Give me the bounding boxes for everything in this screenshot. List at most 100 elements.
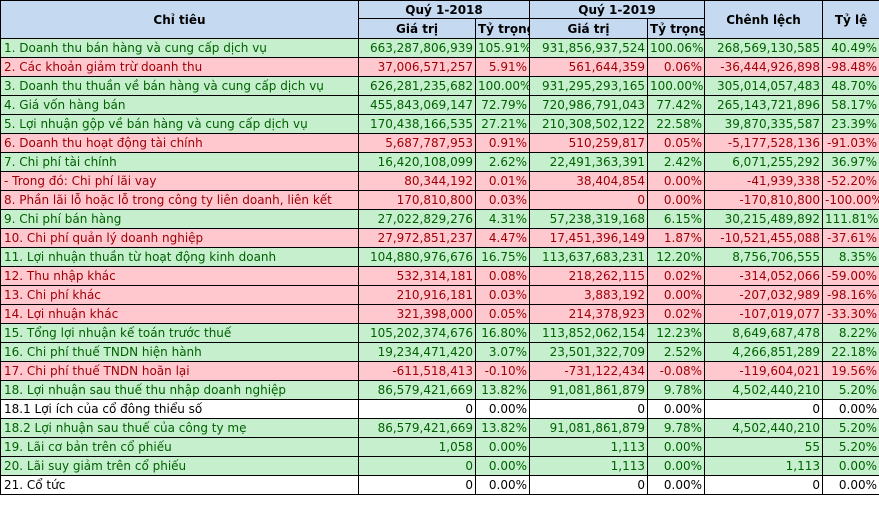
table-body: 1. Doanh thu bán hàng và cung cấp dịch v…	[0, 38, 879, 495]
table-row: 12. Thu nhập khác 532,314,181 0.08% 218,262…	[0, 266, 879, 286]
share-2018: 100.00%	[474, 76, 531, 96]
value-2018: 37,006,571,257	[358, 57, 476, 77]
share-2018: 0.00%	[474, 399, 531, 419]
value-2019: 1,113	[529, 437, 649, 457]
difference: 55	[704, 437, 824, 457]
value-2018: 104,880,976,676	[358, 247, 476, 267]
difference: 4,502,440,210	[704, 380, 824, 400]
value-2018: 1,058	[358, 437, 476, 457]
table-row: 2. Các khoản giảm trừ doanh thu 37,006,57…	[0, 57, 879, 77]
table-row: 16. Chi phí thuế TNDN hiện hành 19,234,47…	[0, 342, 879, 362]
row-label: - Trong đó: Chi phí lãi vay	[0, 171, 359, 191]
share-2018: 16.75%	[474, 247, 531, 267]
value-2018: 170,438,166,535	[358, 114, 476, 134]
value-2019: 720,986,791,043	[529, 95, 649, 115]
ratio: -100.00%	[822, 190, 879, 210]
row-label: 2. Các khoản giảm trừ doanh thu	[0, 57, 359, 77]
share-2018: 4.31%	[474, 209, 531, 229]
share-2019: -0.08%	[647, 361, 706, 381]
table-row: 21. Cổ tức 0 0.00% 0 0.00% 0 0.00%	[0, 475, 879, 495]
row-label: 7. Chi phí tài chính	[0, 152, 359, 172]
value-2018: 0	[358, 456, 476, 476]
row-label: 11. Lợi nhuận thuần từ hoạt động kinh do…	[0, 247, 359, 267]
value-2019: 38,404,854	[529, 171, 649, 191]
share-2019: 0.00%	[647, 475, 706, 495]
table-row: 1. Doanh thu bán hàng và cung cấp dịch v…	[0, 38, 879, 58]
value-2018: 16,420,108,099	[358, 152, 476, 172]
share-2018: 0.00%	[474, 437, 531, 457]
table-row: 15. Tổng lợi nhuận kế toán trước thuế 105…	[0, 323, 879, 343]
table-row: 9. Chi phí bán hàng 27,022,829,276 4.31% 57…	[0, 209, 879, 229]
value-2018: 27,972,851,237	[358, 228, 476, 248]
ratio: -91.03%	[822, 133, 879, 153]
ratio: 58.17%	[822, 95, 879, 115]
share-2019: 100.00%	[647, 76, 706, 96]
table-row: 18.1 Lợi ích của cổ đông thiểu số 0 0.00% 0…	[0, 399, 879, 419]
header-q2018: Quý 1-2018	[357, 0, 531, 19]
share-2018: 4.47%	[474, 228, 531, 248]
share-2019: 0.06%	[647, 57, 706, 77]
difference: -10,521,455,088	[704, 228, 824, 248]
ratio: -33.30%	[822, 304, 879, 324]
value-2019: 510,259,817	[529, 133, 649, 153]
table-row: 13. Chi phí khác 210,916,181 0.03% 3,883,19…	[0, 285, 879, 305]
value-2019: 214,378,923	[529, 304, 649, 324]
value-2018: 27,022,829,276	[358, 209, 476, 229]
table-row: 18.2 Lợi nhuận sau thuế của công ty mẹ 86…	[0, 418, 879, 438]
value-2018: 80,344,192	[358, 171, 476, 191]
row-label: 19. Lãi cơ bản trên cổ phiếu	[0, 437, 359, 457]
table-row: 4. Giá vốn hàng bán 455,843,069,147 72.79%…	[0, 95, 879, 115]
ratio: 8.22%	[822, 323, 879, 343]
ratio: 5.20%	[822, 437, 879, 457]
table-row: 14. Lợi nhuận khác 321,398,000 0.05% 214,37…	[0, 304, 879, 324]
row-label: 13. Chi phí khác	[0, 285, 359, 305]
ratio: 111.81%	[822, 209, 879, 229]
row-label: 18. Lợi nhuận sau thuế thu nhập doanh ng…	[0, 380, 359, 400]
table-row: 5. Lợi nhuận gộp về bán hàng và cung cấp…	[0, 114, 879, 134]
value-2019: 113,637,683,231	[529, 247, 649, 267]
difference: 0	[704, 475, 824, 495]
share-2019: 0.00%	[647, 285, 706, 305]
row-label: 5. Lợi nhuận gộp về bán hàng và cung cấp…	[0, 114, 359, 134]
ratio: 22.18%	[822, 342, 879, 362]
row-label: 8. Phần lãi lỗ hoặc lỗ trong công ty liê…	[0, 190, 359, 210]
header-ty-le: Tỷ lệ	[822, 0, 879, 39]
share-2019: 0.02%	[647, 304, 706, 324]
share-2018: 72.79%	[474, 95, 531, 115]
share-2018: 3.07%	[474, 342, 531, 362]
row-label: 21. Cổ tức	[0, 475, 359, 495]
row-label: 4. Giá vốn hàng bán	[0, 95, 359, 115]
header-q2019: Quý 1-2019	[529, 0, 706, 19]
share-2019: 0.02%	[647, 266, 706, 286]
header-gia-tri-2018: Giá trị	[358, 18, 476, 39]
ratio: 0.00%	[822, 475, 879, 495]
share-2018: 5.91%	[474, 57, 531, 77]
row-label: 18.2 Lợi nhuận sau thuế của công ty mẹ	[0, 418, 359, 438]
share-2018: 27.21%	[474, 114, 531, 134]
table-row: 17. Chi phí thuế TNDN hoãn lại -611,518,4…	[0, 361, 879, 381]
value-2019: 0	[529, 475, 649, 495]
ratio: -37.61%	[822, 228, 879, 248]
row-label: 1. Doanh thu bán hàng và cung cấp dịch v…	[0, 38, 359, 58]
share-2019: 9.78%	[647, 380, 706, 400]
value-2019: 91,081,861,879	[529, 418, 649, 438]
row-label: 6. Doanh thu hoạt động tài chính	[0, 133, 359, 153]
share-2019: 22.58%	[647, 114, 706, 134]
share-2018: 0.00%	[474, 475, 531, 495]
ratio: -98.48%	[822, 57, 879, 77]
difference: 8,756,706,555	[704, 247, 824, 267]
value-2019: 931,856,937,524	[529, 38, 649, 58]
value-2019: 57,238,319,168	[529, 209, 649, 229]
value-2018: 0	[358, 475, 476, 495]
table-row: 8. Phần lãi lỗ hoặc lỗ trong công ty liê…	[0, 190, 879, 210]
share-2018: 2.62%	[474, 152, 531, 172]
row-label: 16. Chi phí thuế TNDN hiện hành	[0, 342, 359, 362]
value-2018: 0	[358, 399, 476, 419]
ratio: 40.49%	[822, 38, 879, 58]
header-gia-tri-2019: Giá trị	[529, 18, 649, 39]
table-row: 10. Chi phí quản lý doanh nghiệp 27,972,8…	[0, 228, 879, 248]
share-2019: 9.78%	[647, 418, 706, 438]
row-label: 18.1 Lợi ích của cổ đông thiểu số	[0, 399, 359, 419]
share-2018: 13.82%	[474, 380, 531, 400]
value-2018: 321,398,000	[358, 304, 476, 324]
